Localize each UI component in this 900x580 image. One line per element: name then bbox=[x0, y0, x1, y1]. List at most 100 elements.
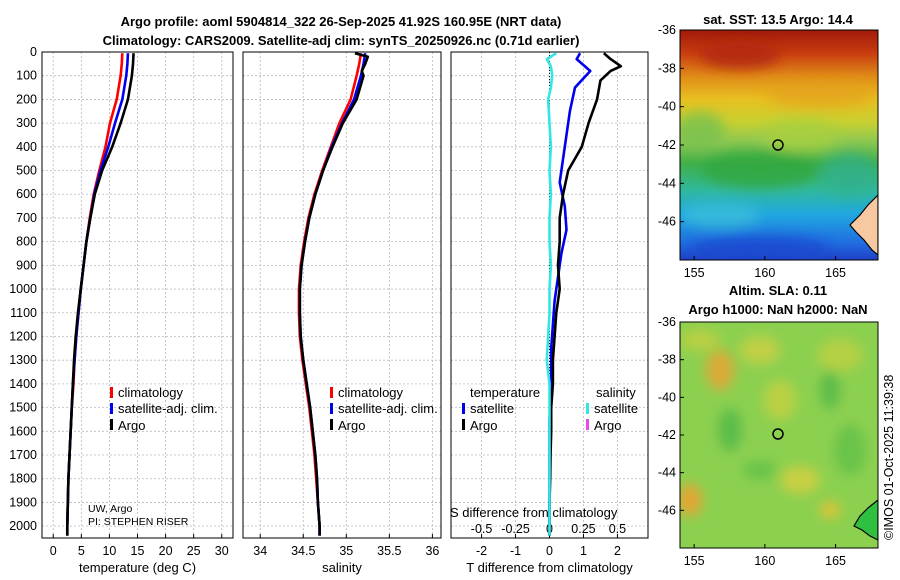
legend-s-satellite: satellite bbox=[594, 401, 638, 416]
legend-swatch-t-argo bbox=[462, 419, 465, 430]
satellite-adj-clim-line bbox=[298, 52, 367, 536]
axes-frame bbox=[242, 51, 442, 539]
sla-map-title: Altim. SLA: 0.11 bbox=[729, 283, 827, 298]
sst-map-title: sat. SST: 13.5 Argo: 14.4 bbox=[703, 12, 854, 27]
title-line-1: Argo profile: aoml 5904814_322 26-Sep-20… bbox=[121, 14, 562, 29]
map-y-tick-label: -46 bbox=[658, 503, 676, 517]
legend-argo: Argo bbox=[118, 418, 145, 433]
t-argo-diff-line bbox=[548, 52, 623, 536]
y-tick-label: 800 bbox=[16, 235, 37, 249]
x-tick-label: -2 bbox=[476, 544, 487, 558]
legend-climatology: climatology bbox=[118, 385, 184, 400]
legend-s-argo: Argo bbox=[594, 418, 621, 433]
map-y-tick-label: -36 bbox=[658, 315, 676, 329]
legend-salinity-title: salinity bbox=[596, 385, 636, 400]
x-tick-label: 5 bbox=[78, 544, 85, 558]
legend-swatch-climatology bbox=[330, 387, 333, 398]
argo-position-marker bbox=[772, 139, 784, 151]
y-tick-label: 2000 bbox=[9, 519, 37, 533]
y-tick-label: 400 bbox=[16, 140, 37, 154]
difference-panel: -2 -1 0 1 2 T difference from climatology -0.5… bbox=[450, 51, 649, 575]
y-tick-label: 500 bbox=[16, 164, 37, 178]
legend-satellite: satellite-adj. clim. bbox=[118, 401, 218, 416]
legend-t-argo: Argo bbox=[470, 418, 497, 433]
temperature-legend: climatology satellite-adj. clim. Argo UW… bbox=[88, 385, 218, 528]
x-axis-label: temperature (deg C) bbox=[79, 560, 196, 575]
legend-swatch-s-argo bbox=[586, 419, 589, 430]
map-x-tick-label: 160 bbox=[754, 266, 775, 280]
x-axis-label: T difference from climatology bbox=[466, 560, 633, 575]
legend-temperature-title: temperature bbox=[470, 385, 540, 400]
timestamp-stamp: ©IMOS 01-Oct-2025 11:39:38 bbox=[882, 375, 896, 540]
y-tick-label: 1100 bbox=[10, 306, 37, 320]
map-x-tick-label: 165 bbox=[825, 266, 846, 280]
legend-swatch-argo bbox=[330, 419, 333, 430]
map-y-tick-label: -46 bbox=[658, 215, 676, 229]
x-tick-label: 30 bbox=[215, 544, 229, 558]
map-y-tick-label: -38 bbox=[658, 61, 676, 75]
legend-swatch-satellite bbox=[110, 403, 113, 414]
argo-line bbox=[65, 53, 135, 536]
y-tick-label: 1600 bbox=[9, 424, 37, 438]
x-tick-label: 34.5 bbox=[291, 544, 315, 558]
sla-field-texture bbox=[680, 330, 866, 518]
x-tick-label: 1 bbox=[580, 544, 587, 558]
x-tick-label: 35 bbox=[339, 544, 353, 558]
legend-climatology: climatology bbox=[338, 385, 404, 400]
difference-legend: temperature satellite Argo salinity sate… bbox=[450, 385, 638, 520]
y-tick-label: 1200 bbox=[9, 329, 37, 343]
y-tick-label: 1800 bbox=[9, 472, 37, 486]
map-y-tick-label: -44 bbox=[658, 176, 676, 190]
map-x-tick-label: 155 bbox=[684, 554, 705, 568]
legend-swatch-s-satellite bbox=[586, 403, 589, 414]
legend-swatch-t-satellite bbox=[462, 403, 465, 414]
temperature-panel: 0 5 10 15 20 25 300100200300400500600700800900… bbox=[9, 45, 234, 575]
coastline-nz bbox=[849, 194, 878, 256]
argo-line bbox=[298, 51, 370, 536]
x-tick-label: 0 bbox=[50, 544, 57, 558]
map-x-tick-label: 160 bbox=[754, 554, 775, 568]
climatology-line bbox=[297, 52, 363, 536]
title-line-2: Climatology: CARS2009. Satellite-adj cli… bbox=[103, 33, 580, 48]
map-y-tick-label: -36 bbox=[658, 23, 676, 37]
y-tick-label: 900 bbox=[16, 258, 37, 272]
x-tick-label: -1 bbox=[510, 544, 521, 558]
x-tick-label: 36 bbox=[425, 544, 439, 558]
y-tick-label: 1700 bbox=[9, 448, 37, 462]
sst-field-texture bbox=[680, 41, 878, 260]
legend-satellite: satellite-adj. clim. bbox=[338, 401, 438, 416]
s-tick-label: -0.25 bbox=[501, 522, 530, 536]
y-tick-label: 700 bbox=[16, 211, 37, 225]
sst-map: sat. SST: 13.5 Argo: 14.4 155 160 165 -36 -3… bbox=[658, 12, 879, 280]
y-tick-label: 100 bbox=[16, 69, 37, 83]
legend-swatch-argo bbox=[110, 419, 113, 430]
x-tick-label: 15 bbox=[131, 544, 145, 558]
s-difference-label: S difference from climatology bbox=[450, 505, 618, 520]
s-satellite-diff-line bbox=[545, 52, 557, 536]
s-tick-label: 0.5 bbox=[609, 522, 626, 536]
coastline-nz bbox=[853, 499, 878, 541]
y-tick-label: 1000 bbox=[9, 282, 37, 296]
y-tick-label: 1500 bbox=[9, 401, 37, 415]
argo-position-marker bbox=[772, 428, 784, 440]
map-y-tick-label: -40 bbox=[658, 390, 676, 404]
s-tick-label: -0.5 bbox=[471, 522, 493, 536]
s-tick-label: 0.25 bbox=[571, 522, 595, 536]
x-tick-label: 35.5 bbox=[377, 544, 401, 558]
annotation-pi: PI: STEPHEN RISER bbox=[88, 516, 189, 528]
x-tick-label: 0 bbox=[546, 544, 553, 558]
legend-argo: Argo bbox=[338, 418, 365, 433]
y-tick-label: 1900 bbox=[9, 495, 37, 509]
annotation-institution: UW, Argo bbox=[88, 503, 133, 515]
y-tick-label: 600 bbox=[16, 187, 37, 201]
legend-swatch-satellite bbox=[330, 403, 333, 414]
x-tick-label: 2 bbox=[614, 544, 621, 558]
salinity-legend: climatology satellite-adj. clim. Argo bbox=[330, 385, 438, 433]
legend-t-satellite: satellite bbox=[470, 401, 514, 416]
x-tick-label: 20 bbox=[159, 544, 173, 558]
map-y-tick-label: -40 bbox=[658, 100, 676, 114]
map-y-tick-label: -38 bbox=[658, 353, 676, 367]
salinity-panel: 34 34.5 35 35.5 36 salinity bbox=[242, 51, 442, 575]
x-axis-label: salinity bbox=[322, 560, 362, 575]
y-tick-label: 200 bbox=[16, 92, 37, 106]
